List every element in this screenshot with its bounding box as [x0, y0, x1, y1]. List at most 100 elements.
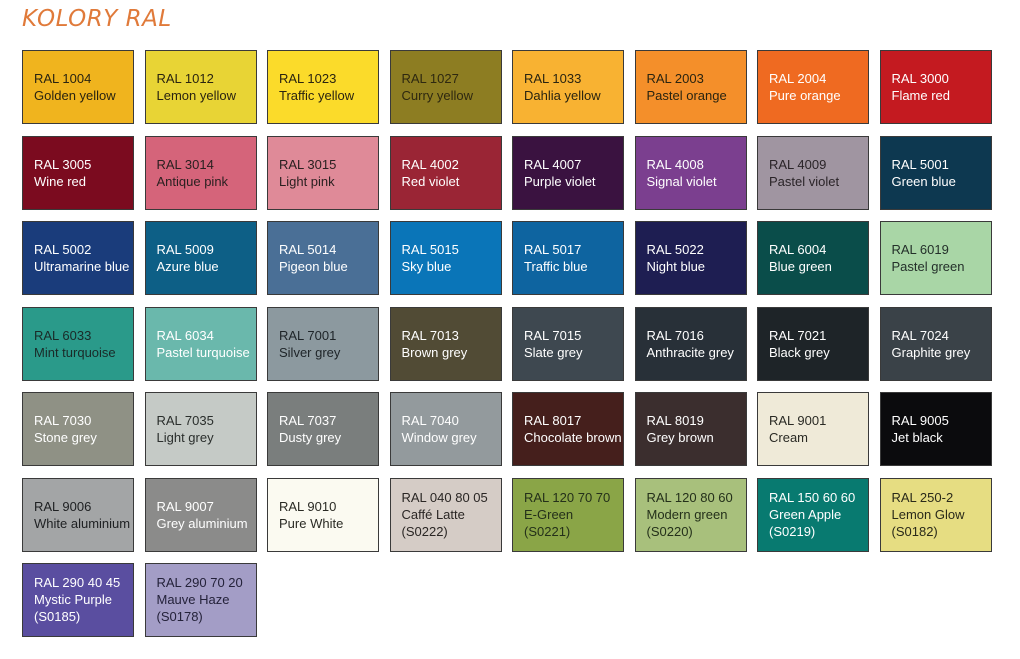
swatch-name: Pastel green [891, 259, 965, 274]
swatch-name: Pure White [279, 515, 344, 531]
color-swatch: RAL 9007 Grey aluminium [144, 477, 257, 552]
swatch-code: RAL 290 70 20 [156, 575, 243, 590]
color-swatch: RAL 7021 Black grey [757, 306, 869, 381]
color-swatch: RAL 7015 Slate grey [512, 306, 624, 381]
swatch-code: RAL 3015 [279, 156, 337, 172]
color-swatch: RAL 6019 Pastel green [879, 221, 992, 295]
color-swatch: RAL 8017 Chocolate brown [512, 392, 624, 466]
color-swatch: RAL 120 70 70 E-Green (S0221) [512, 477, 624, 552]
color-swatch: RAL 2003 Pastel orange [634, 50, 747, 124]
color-swatch: RAL 7030 Stone grey [22, 392, 134, 466]
swatch-code: RAL 7015 [524, 327, 582, 343]
swatch-extra: (S0222) [401, 523, 448, 539]
swatch-name: Blue green [769, 259, 832, 274]
swatch-name: Night blue [646, 259, 706, 274]
color-swatch: RAL 3005 Wine red [22, 135, 134, 210]
color-swatch: RAL 1023 Traffic yellow [267, 50, 379, 124]
color-swatch: RAL 5001 Green blue [879, 135, 992, 210]
swatch-code: RAL 8019 [646, 413, 704, 428]
swatch-code: RAL 5009 [156, 242, 214, 257]
swatch-name: Grey aluminium [156, 515, 248, 531]
swatch-name: Window grey [401, 430, 477, 445]
swatch-code: RAL 4008 [646, 156, 704, 172]
swatch-code: RAL 3000 [891, 71, 949, 86]
swatch-name: Ultramarine blue [34, 259, 130, 274]
color-swatch: RAL 5022 Night blue [634, 221, 747, 295]
swatch-code: RAL 1004 [34, 71, 92, 86]
swatch-code: RAL 6033 [34, 327, 92, 343]
color-swatch: RAL 250-2 Lemon Glow (S0182) [879, 477, 992, 552]
color-swatch: RAL 3014 Antique pink [144, 135, 257, 210]
swatch-name: Brown grey [401, 344, 468, 360]
color-swatch: RAL 4002 Red violet [389, 135, 502, 210]
swatch-name: Chocolate brown [524, 430, 622, 445]
color-swatch: RAL 5009 Azure blue [144, 221, 257, 295]
swatch-code: RAL 6004 [769, 242, 827, 257]
color-swatch: RAL 290 70 20 Mauve Haze (S0178) [144, 563, 257, 637]
swatch-name: Curry yellow [401, 88, 474, 103]
swatch-name: Silver grey [279, 344, 341, 360]
swatch-name: Traffic yellow [279, 88, 355, 103]
swatch-code: RAL 9005 [891, 413, 949, 428]
swatch-code: RAL 7001 [279, 327, 337, 343]
swatch-extra: (S0219) [769, 523, 816, 539]
swatch-name: Stone grey [34, 430, 97, 445]
color-swatch: RAL 7024 Graphite grey [879, 306, 992, 381]
color-swatch: RAL 6004 Blue green [757, 221, 869, 295]
swatch-code: RAL 1023 [279, 71, 337, 86]
color-swatch: RAL 3000 Flame red [879, 50, 992, 124]
color-swatch: RAL 5017 Traffic blue [512, 221, 624, 295]
color-swatch: RAL 6034 Pastel turquoise [144, 306, 257, 381]
swatch-code: RAL 9006 [34, 498, 92, 514]
swatch-name: Modern green [646, 506, 728, 522]
swatch-code: RAL 7037 [279, 413, 337, 428]
swatch-name: Black grey [769, 344, 830, 360]
swatch-name: Antique pink [156, 173, 229, 189]
swatch-name: Sky blue [401, 259, 452, 274]
swatch-name: Azure blue [156, 259, 219, 274]
swatch-code: RAL 7030 [34, 413, 92, 428]
color-swatch: RAL 9006 White aluminium [22, 477, 134, 552]
swatch-code: RAL 250-2 [891, 489, 954, 505]
page-title: KOLORY RAL [22, 6, 172, 32]
color-swatch: RAL 4007 Purple violet [512, 135, 624, 210]
swatch-extra: (S0221) [524, 523, 571, 539]
swatch-code: RAL 9001 [769, 413, 827, 428]
swatch-code: RAL 4002 [401, 156, 459, 172]
color-swatch: RAL 9005 Jet black [879, 392, 992, 466]
swatch-name: Light pink [279, 173, 335, 189]
swatch-name: Pastel turquoise [156, 344, 250, 360]
swatch-name: Green Apple [769, 506, 842, 522]
swatch-extra: (S0185) [34, 609, 81, 624]
swatch-code: RAL 8017 [524, 413, 582, 428]
swatch-code: RAL 9007 [156, 498, 214, 514]
color-swatch: RAL 9001 Cream [757, 392, 869, 466]
swatch-name: Wine red [34, 173, 87, 189]
swatch-code: RAL 4007 [524, 156, 582, 172]
swatch-code: RAL 1012 [156, 71, 214, 86]
color-swatch: RAL 7013 Brown grey [389, 306, 502, 381]
swatch-name: Graphite grey [891, 344, 971, 360]
swatch-name: Pastel orange [646, 88, 727, 103]
swatch-code: RAL 5017 [524, 242, 582, 257]
swatch-name: Purple violet [524, 173, 596, 189]
swatch-code: RAL 1033 [524, 71, 582, 86]
swatch-extra: (S0220) [646, 523, 693, 539]
swatch-extra: (S0178) [156, 609, 203, 624]
color-swatch: RAL 8019 Grey brown [634, 392, 747, 466]
color-swatch: RAL 1033 Dahlia yellow [512, 50, 624, 124]
color-swatch: RAL 040 80 05 Caffé Latte (S0222) [389, 477, 502, 552]
swatch-code: RAL 7035 [156, 413, 214, 428]
swatch-name: Lemon yellow [156, 88, 237, 103]
swatch-code: RAL 6019 [891, 242, 949, 257]
color-swatch: RAL 1027 Curry yellow [389, 50, 502, 124]
swatch-code: RAL 7013 [401, 327, 459, 343]
swatch-name: Signal violet [646, 173, 717, 189]
swatch-name: Pastel violet [769, 173, 840, 189]
swatch-name: Mint turquoise [34, 344, 116, 360]
color-swatch: RAL 2004 Pure orange [757, 50, 869, 124]
swatch-name: Pure orange [769, 88, 841, 103]
swatch-code: RAL 5001 [891, 156, 949, 172]
swatch-code: RAL 290 40 45 [34, 575, 121, 590]
swatch-code: RAL 6034 [156, 327, 214, 343]
